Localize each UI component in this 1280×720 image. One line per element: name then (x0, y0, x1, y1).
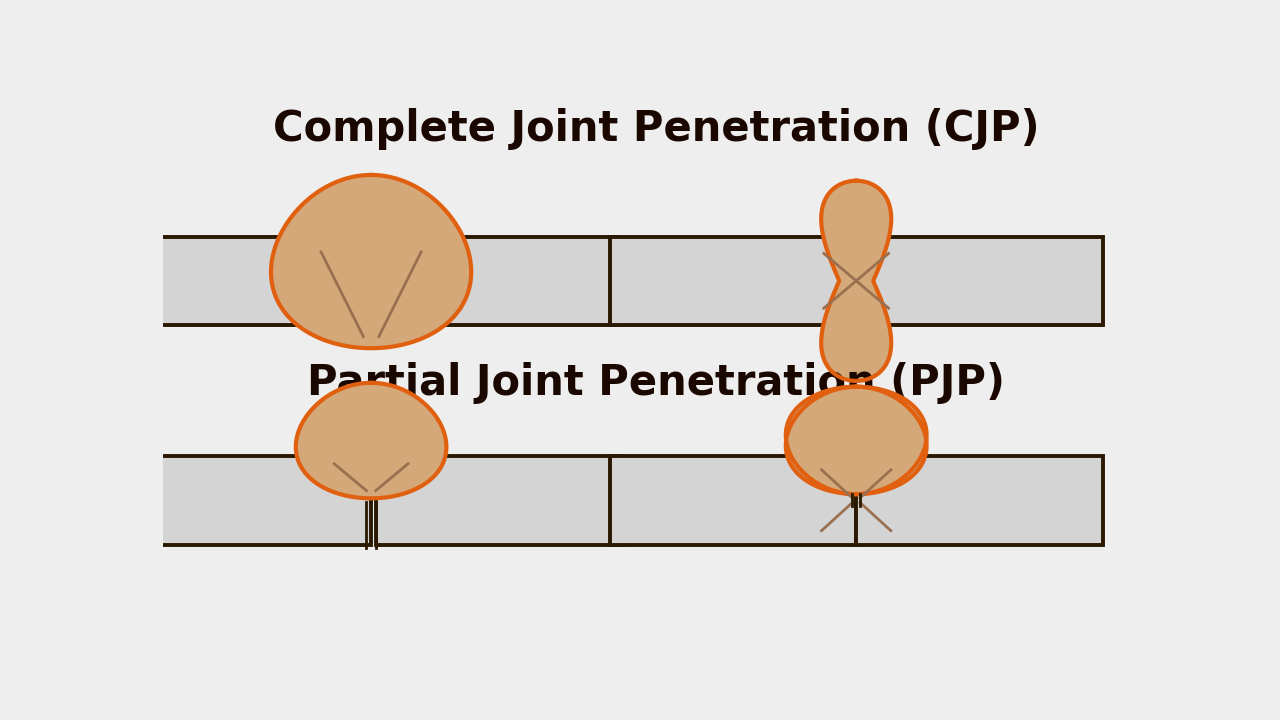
Bar (856, 456, 1102, 544)
Polygon shape (786, 387, 927, 494)
Polygon shape (271, 175, 471, 348)
Bar (609, 456, 856, 544)
Bar (124, 237, 371, 325)
Bar (856, 237, 1102, 325)
Text: Complete Joint Penetration (CJP): Complete Joint Penetration (CJP) (273, 108, 1039, 150)
Text: Partial Joint Penetration (PJP): Partial Joint Penetration (PJP) (307, 362, 1005, 404)
Bar (371, 237, 617, 325)
Polygon shape (786, 387, 927, 494)
Polygon shape (822, 181, 891, 381)
Bar (609, 237, 856, 325)
Bar (376, 456, 623, 544)
Polygon shape (296, 383, 447, 498)
Bar (124, 456, 371, 544)
